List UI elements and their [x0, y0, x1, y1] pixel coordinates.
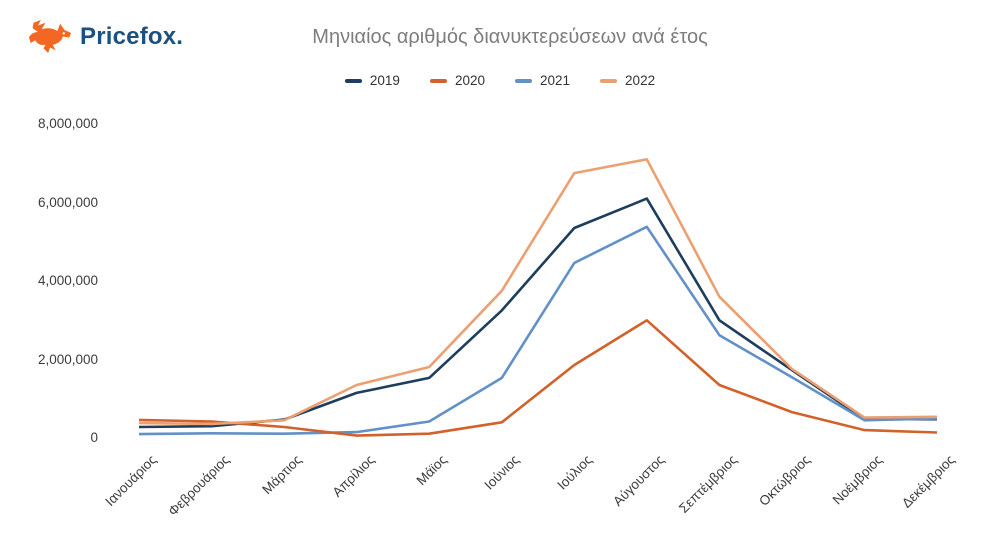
y-tick-label: 2,000,000: [37, 351, 98, 367]
fox-icon-shape: [28, 20, 72, 54]
legend-label: 2022: [625, 73, 656, 88]
series-line-2020: [138, 318, 938, 437]
chart-legend: 2019 2020 2021 2022: [0, 73, 1000, 88]
y-tick-label: 8,000,000: [37, 116, 98, 131]
legend-item-2021[interactable]: 2021: [515, 73, 570, 88]
legend-item-2020[interactable]: 2020: [429, 73, 485, 88]
y-tick-label: 0: [90, 430, 98, 445]
legend-dash-icon: [600, 78, 618, 83]
series-line-2021: [138, 225, 938, 436]
pricefox-logo: Pricefox.: [28, 20, 183, 54]
fox-icon: [28, 20, 72, 54]
y-tick-label: 6,000,000: [37, 194, 98, 210]
legend-label: 2020: [454, 73, 485, 88]
legend-label: 2019: [369, 73, 400, 88]
legend-dash-icon: [344, 78, 362, 83]
logo-wordmark: Pricefox.: [80, 23, 184, 50]
y-tick-label: 4,000,000: [37, 273, 98, 288]
legend-label: 2021: [540, 73, 571, 88]
legend-dash-icon: [429, 78, 447, 83]
legend-item-2022[interactable]: 2022: [600, 73, 655, 88]
series-line-2022: [138, 158, 938, 426]
legend-item-2019[interactable]: 2019: [344, 73, 400, 88]
chart-title: Μηνιαίος αριθμός διανυκτερεύσεων ανά έτο…: [312, 26, 708, 48]
legend-dash-icon: [515, 78, 532, 83]
